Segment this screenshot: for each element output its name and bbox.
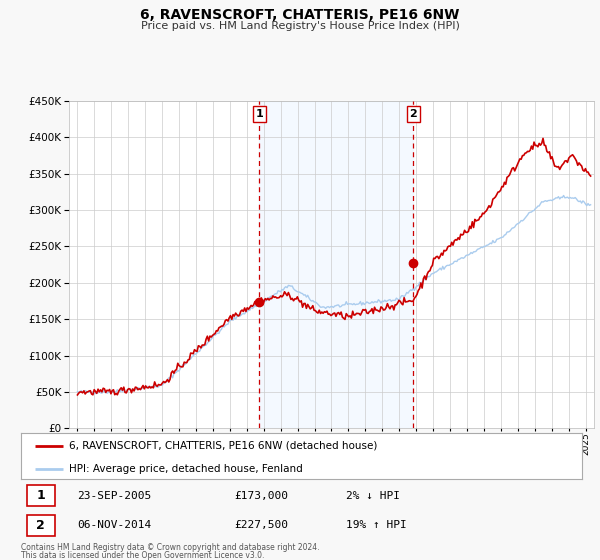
Text: 2: 2 — [410, 109, 418, 119]
Text: £173,000: £173,000 — [234, 491, 288, 501]
Text: £227,500: £227,500 — [234, 520, 288, 530]
Text: HPI: Average price, detached house, Fenland: HPI: Average price, detached house, Fenl… — [68, 464, 302, 474]
Text: Contains HM Land Registry data © Crown copyright and database right 2024.: Contains HM Land Registry data © Crown c… — [21, 543, 320, 552]
Text: 2: 2 — [36, 519, 45, 531]
Text: 23-SEP-2005: 23-SEP-2005 — [77, 491, 151, 501]
Bar — [259, 101, 413, 428]
FancyBboxPatch shape — [26, 515, 55, 536]
Text: 1: 1 — [36, 489, 45, 502]
Text: 2% ↓ HPI: 2% ↓ HPI — [346, 491, 400, 501]
Text: 1: 1 — [256, 109, 263, 119]
Text: 6, RAVENSCROFT, CHATTERIS, PE16 6NW: 6, RAVENSCROFT, CHATTERIS, PE16 6NW — [140, 8, 460, 22]
Text: 6, RAVENSCROFT, CHATTERIS, PE16 6NW (detached house): 6, RAVENSCROFT, CHATTERIS, PE16 6NW (det… — [68, 441, 377, 451]
Text: This data is licensed under the Open Government Licence v3.0.: This data is licensed under the Open Gov… — [21, 551, 265, 560]
Text: Price paid vs. HM Land Registry's House Price Index (HPI): Price paid vs. HM Land Registry's House … — [140, 21, 460, 31]
Text: 19% ↑ HPI: 19% ↑ HPI — [346, 520, 407, 530]
Text: 06-NOV-2014: 06-NOV-2014 — [77, 520, 151, 530]
FancyBboxPatch shape — [26, 485, 55, 506]
